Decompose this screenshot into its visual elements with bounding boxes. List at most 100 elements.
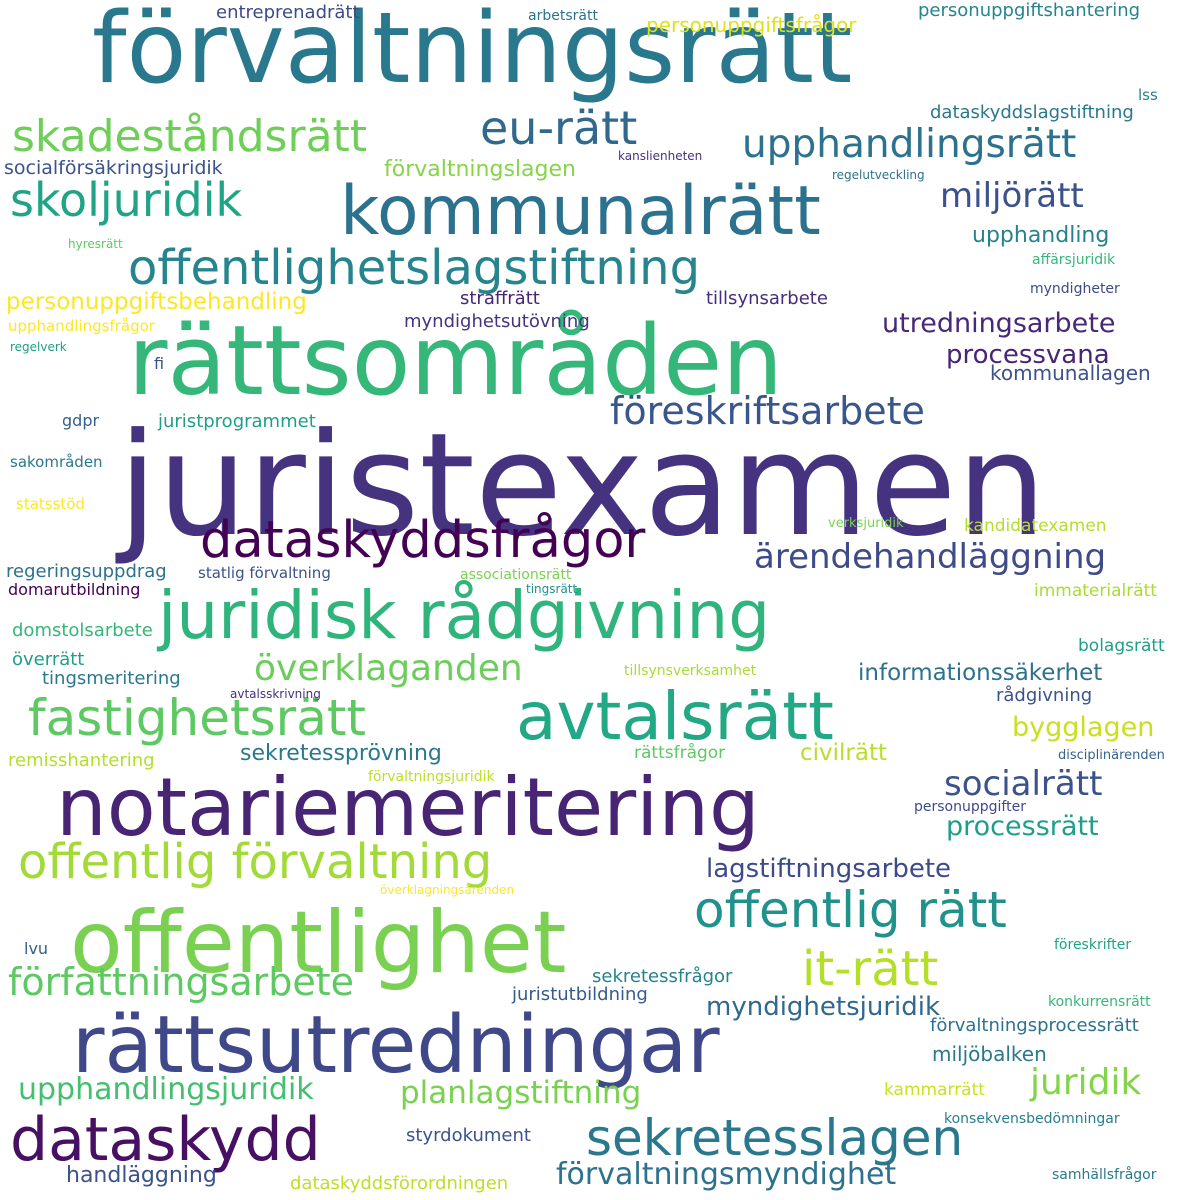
word-personuppgiftshantering: personuppgiftshantering bbox=[918, 0, 1141, 21]
word-notariemeritering: notariemeritering bbox=[56, 761, 760, 854]
word-remisshantering: remisshantering bbox=[8, 750, 155, 771]
word-socialratt: socialrätt bbox=[944, 764, 1103, 804]
word-juristprogrammet: juristprogrammet bbox=[158, 411, 316, 432]
word-rattsutredningar: rättsutredningar bbox=[72, 999, 720, 1091]
word-processvana: processvana bbox=[946, 340, 1110, 370]
word-upphandlingsfragor: upphandlingsfrågor bbox=[8, 317, 155, 335]
word-dataskyddsfragor: dataskyddsfrågor bbox=[200, 511, 646, 570]
word-utredningsarbete: utredningsarbete bbox=[882, 308, 1116, 339]
word-statsstod: statsstöd bbox=[16, 495, 85, 513]
word-eu-ratt: eu-rätt bbox=[480, 101, 638, 155]
word-overratt: överrätt bbox=[12, 649, 85, 670]
word-lss: lss bbox=[1138, 86, 1158, 104]
word-foreskrifter: föreskrifter bbox=[1054, 937, 1132, 953]
word-offentlighetslagstiftning: offentlighetslagstiftning bbox=[128, 240, 701, 296]
word-regeringsuppdrag: regeringsuppdrag bbox=[6, 561, 167, 582]
word-informationssakerhet: informationssäkerhet bbox=[858, 660, 1103, 686]
word-dataskyddsforordningen: dataskyddsförordningen bbox=[290, 1173, 509, 1194]
word-lagstiftningsarbete: lagstiftningsarbete bbox=[706, 854, 952, 884]
word-radgivning: rådgivning bbox=[996, 685, 1093, 706]
word-sakomraden: sakområden bbox=[10, 453, 103, 471]
word-konsekvensbedomningar: konsekvensbedömningar bbox=[944, 1111, 1120, 1127]
word-regelverk: regelverk bbox=[10, 340, 67, 354]
word-kommunalratt: kommunalrätt bbox=[340, 172, 821, 251]
word-foreskriftsarbete: föreskriftsarbete bbox=[610, 389, 925, 433]
word-avtalsratt: avtalsrätt bbox=[516, 678, 834, 755]
word-dataskyddslagstiftning: dataskyddslagstiftning bbox=[930, 102, 1134, 123]
word-sekretesslagen: sekretesslagen bbox=[586, 1109, 964, 1167]
word-domarutbildning: domarutbildning bbox=[8, 580, 141, 599]
word-forvaltningsprocessratt: förvaltningsprocessrätt bbox=[930, 1015, 1139, 1036]
word-skadestandsratt: skadeståndsrätt bbox=[12, 111, 368, 162]
word-tingsratt: tingsrätt bbox=[526, 582, 578, 596]
word-gdpr: gdpr bbox=[62, 411, 100, 430]
word-forvaltningsratt: förvaltningsrätt bbox=[92, 0, 853, 106]
word-immaterialratt: immaterialrätt bbox=[1034, 581, 1157, 601]
word-miljobalken: miljöbalken bbox=[932, 1042, 1047, 1066]
word-myndighetsutovning: myndighetsutövning bbox=[404, 311, 590, 332]
word-sekretessprovning: sekretessprövning bbox=[240, 741, 442, 766]
word-tillsynsverksamhet: tillsynsverksamhet bbox=[624, 663, 757, 679]
word-konkurrensratt: konkurrensrätt bbox=[1048, 994, 1151, 1010]
word-statlig-forvaltning: statlig förvaltning bbox=[198, 564, 331, 582]
word-bolagsratt: bolagsrätt bbox=[1078, 636, 1165, 656]
word-rattsomraden: rättsområden bbox=[128, 305, 783, 417]
word-sekretessfragor: sekretessfrågor bbox=[592, 966, 733, 987]
word-offentlig-forvaltning: offentlig förvaltning bbox=[18, 834, 493, 890]
word-affarsjuridik: affärsjuridik bbox=[1032, 252, 1116, 268]
word-upphandlingsjuridik: upphandlingsjuridik bbox=[18, 1072, 314, 1107]
word-arbetsratt: arbetsrätt bbox=[528, 8, 598, 24]
word-forvaltningslagen: förvaltningslagen bbox=[384, 157, 576, 182]
word-hyresratt: hyresrätt bbox=[68, 237, 123, 251]
word-offentlig-ratt: offentlig rätt bbox=[694, 881, 1007, 939]
word-processratt: processrätt bbox=[946, 811, 1099, 842]
word-fastighetsratt: fastighetsrätt bbox=[28, 689, 367, 747]
word-arendehandlaggning: ärendehandläggning bbox=[754, 537, 1107, 577]
word-kammarratt: kammarrätt bbox=[884, 1080, 985, 1100]
word-personuppgiftsfragor: personuppgiftsfrågor bbox=[646, 13, 857, 37]
word-myndigheter: myndigheter bbox=[1030, 281, 1120, 297]
word-socialforsakringsjuridik: socialförsäkringsjuridik bbox=[4, 157, 223, 179]
word-upphandlingsratt: upphandlingsrätt bbox=[742, 122, 1077, 167]
word-civilratt: civilrätt bbox=[800, 740, 888, 766]
word-associationsratt: associationsrätt bbox=[460, 567, 572, 583]
word-straffratt: straffrätt bbox=[460, 288, 540, 309]
word-personuppgifter: personuppgifter bbox=[914, 799, 1026, 815]
word-juristutbildning: juristutbildning bbox=[512, 984, 648, 1005]
word-overklagningsarenden: överklagningsärenden bbox=[380, 883, 515, 897]
word-verksjuridik: verksjuridik bbox=[828, 516, 904, 531]
word-dataskydd: dataskydd bbox=[10, 1105, 321, 1175]
word-forvaltningsjuridik: förvaltningsjuridik bbox=[368, 769, 495, 785]
word-lvu: lvu bbox=[24, 939, 49, 958]
word-handlaggning: handläggning bbox=[66, 1163, 217, 1188]
word-personuppgiftsbehandling: personuppgiftsbehandling bbox=[6, 289, 307, 315]
word-juristexamen: juristexamen bbox=[118, 403, 1047, 568]
word-regelutveckling: regelutveckling bbox=[832, 168, 925, 182]
word-juridisk-radgivning: juridisk rådgivning bbox=[158, 577, 771, 654]
word-miljoratt: miljörätt bbox=[940, 176, 1084, 216]
word-tillsynsarbete: tillsynsarbete bbox=[706, 288, 828, 309]
word-tingsmeritering: tingsmeritering bbox=[42, 668, 181, 689]
word-myndighetsjuridik: myndighetsjuridik bbox=[706, 992, 941, 1022]
word-upphandling: upphandling bbox=[972, 223, 1110, 248]
word-forfattningsarbete: författningsarbete bbox=[8, 960, 355, 1004]
word-skoljuridik: skoljuridik bbox=[10, 173, 243, 227]
word-offentlighet: offentlighet bbox=[70, 893, 567, 993]
word-fi: fi bbox=[154, 354, 165, 373]
word-entreprenadratt: entreprenadrätt bbox=[216, 2, 360, 23]
word-kanslienheten: kanslienheten bbox=[618, 149, 703, 163]
word-bygglagen: bygglagen bbox=[1012, 712, 1155, 743]
word-styrdokument: styrdokument bbox=[406, 1125, 531, 1146]
word-samhallsfragor: samhällsfrågor bbox=[1052, 1167, 1157, 1183]
word-overklaganden: överklaganden bbox=[254, 648, 523, 689]
word-rattsfragor: rättsfrågor bbox=[634, 743, 726, 763]
word-forvaltningsmyndighet: förvaltningsmyndighet bbox=[556, 1157, 897, 1192]
word-kandidatexamen: kandidatexamen bbox=[964, 516, 1107, 536]
word-domstolsarbete: domstolsarbete bbox=[12, 620, 153, 641]
word-it-ratt: it-rätt bbox=[802, 941, 939, 997]
word-kommunallagen: kommunallagen bbox=[990, 361, 1151, 385]
word-avtalsskrivning: avtalsskrivning bbox=[230, 687, 321, 701]
word-planlagstiftning: planlagstiftning bbox=[400, 1075, 642, 1111]
word-disciplinarenden: disciplinärenden bbox=[1058, 748, 1165, 763]
